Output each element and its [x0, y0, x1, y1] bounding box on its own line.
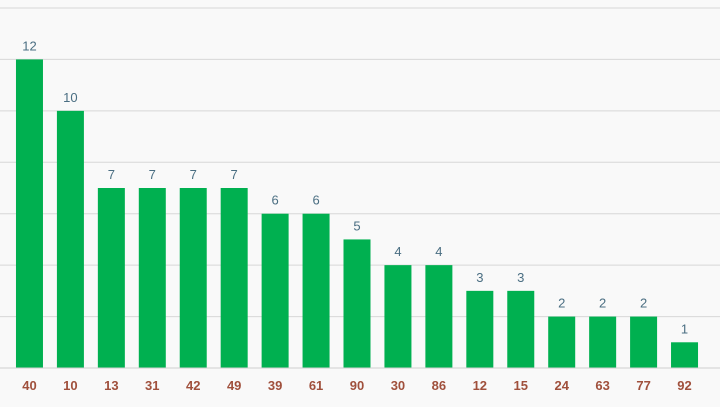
x-tick-label: 39: [268, 378, 282, 393]
bar: [220, 188, 248, 368]
x-tick-label: 15: [514, 378, 528, 393]
x-tick-label: 92: [677, 378, 691, 393]
x-tick-label: 13: [104, 378, 118, 393]
x-tick-label: 10: [63, 378, 77, 393]
bar: [179, 188, 207, 368]
data-label: 7: [149, 167, 156, 182]
x-tick-label: 40: [22, 378, 36, 393]
bar: [466, 290, 494, 368]
bar: [507, 290, 535, 368]
data-label: 2: [640, 296, 647, 311]
bar: [384, 265, 412, 368]
bar: [302, 213, 330, 368]
x-tick-label: 61: [309, 378, 323, 393]
x-tick-label: 42: [186, 378, 200, 393]
x-tick-label: 31: [145, 378, 159, 393]
data-label: 10: [63, 90, 77, 105]
data-label: 3: [476, 270, 483, 285]
data-label: 7: [231, 167, 238, 182]
bars: [15, 59, 699, 369]
x-tick-label: 77: [636, 378, 650, 393]
bar: [97, 188, 125, 368]
x-tick-label: 90: [350, 378, 364, 393]
bar: [56, 110, 84, 368]
x-tick-label: 63: [595, 378, 609, 393]
data-label: 4: [435, 244, 442, 259]
x-tick-label: 49: [227, 378, 241, 393]
bar: [630, 316, 658, 368]
bar: [138, 188, 166, 368]
value-labels: 12 10 7 7 7 7 6 6 5 4 4 3 3 2 2 2 1: [22, 38, 688, 336]
bar: [261, 213, 289, 368]
data-label: 7: [108, 167, 115, 182]
data-label: 3: [517, 270, 524, 285]
bar: [343, 239, 371, 368]
data-label: 2: [599, 296, 606, 311]
data-label: 2: [558, 296, 565, 311]
data-label: 5: [353, 218, 360, 233]
bar: [425, 265, 453, 368]
x-tick-label: 86: [432, 378, 446, 393]
data-label: 6: [312, 193, 319, 208]
x-tick-label: 24: [554, 378, 569, 393]
x-tick-label: 12: [473, 378, 487, 393]
bar: [589, 316, 617, 368]
data-label: 7: [190, 167, 197, 182]
x-axis: 40 10 13 31 42 49 39 61 90 30 86 12 15 24 63 77 92: [0, 367, 720, 393]
data-label: 6: [272, 193, 279, 208]
x-tick-label: 30: [391, 378, 405, 393]
data-label: 12: [22, 38, 36, 53]
bar: [15, 59, 43, 369]
bar: [548, 316, 576, 368]
data-label: 1: [681, 321, 688, 336]
bar: [671, 342, 699, 368]
data-label: 4: [394, 244, 401, 259]
